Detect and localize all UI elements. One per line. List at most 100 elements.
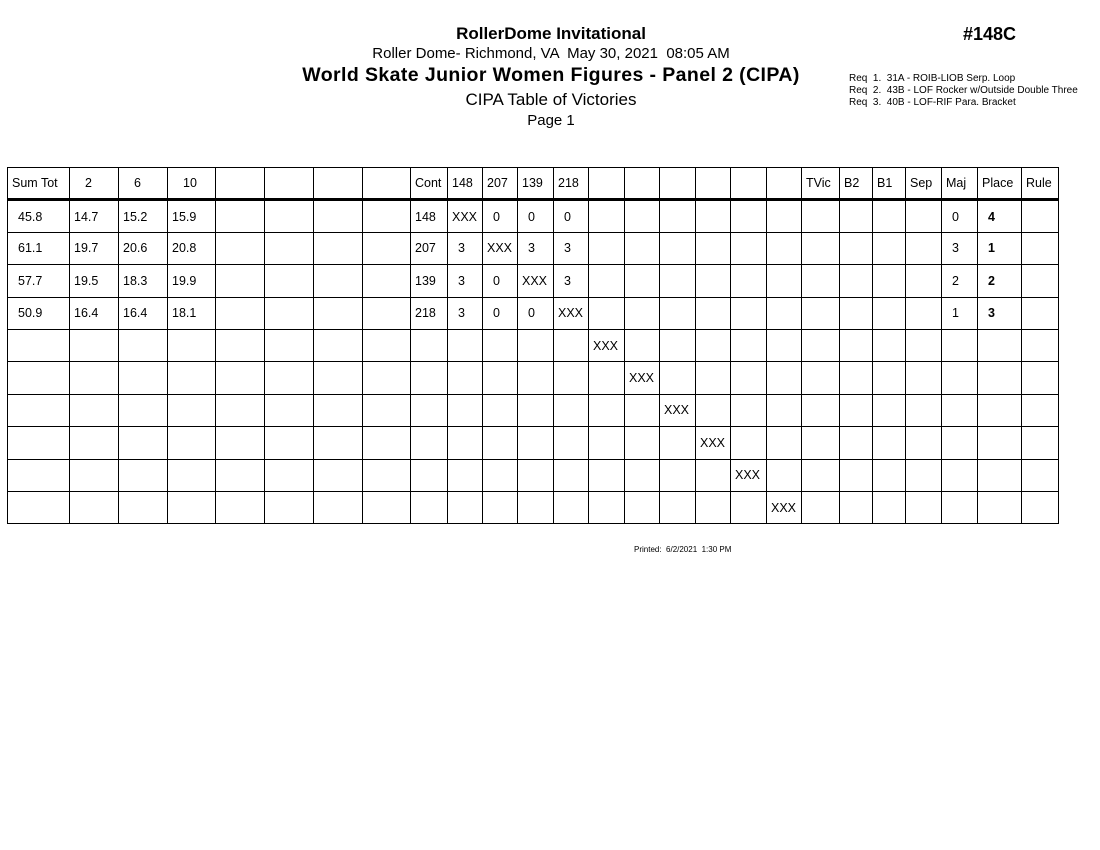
table-cell: 0 bbox=[482, 296, 518, 330]
table-cell bbox=[313, 393, 363, 428]
table-cell bbox=[313, 426, 363, 460]
table-cell bbox=[695, 393, 731, 428]
table-cell bbox=[482, 328, 518, 363]
column-header: 6 bbox=[118, 166, 168, 202]
table-cell: 3 bbox=[553, 264, 589, 298]
table-cell bbox=[839, 328, 873, 363]
table-cell bbox=[215, 361, 265, 395]
table-cell: XXX bbox=[766, 490, 802, 525]
column-header bbox=[624, 166, 660, 202]
table-cell bbox=[766, 231, 802, 266]
place-cell bbox=[977, 328, 1022, 363]
table-cell bbox=[362, 231, 411, 266]
table-cell bbox=[410, 458, 448, 492]
table-cell bbox=[410, 361, 448, 395]
table-cell bbox=[1021, 264, 1059, 298]
table-cell bbox=[872, 264, 906, 298]
table-cell: 15.2 bbox=[118, 199, 168, 233]
table-cell: 207 bbox=[410, 231, 448, 266]
table-cell bbox=[447, 490, 483, 525]
table-cell bbox=[766, 458, 802, 492]
table-cell bbox=[482, 426, 518, 460]
column-header: B1 bbox=[872, 166, 906, 202]
table-cell bbox=[215, 490, 265, 525]
table-cell bbox=[1021, 231, 1059, 266]
table-cell bbox=[69, 458, 119, 492]
table-cell bbox=[264, 361, 314, 395]
table-cell bbox=[905, 296, 942, 330]
table-cell bbox=[313, 199, 363, 233]
table-cell bbox=[215, 328, 265, 363]
column-header: 218 bbox=[553, 166, 589, 202]
table-cell: 20.8 bbox=[167, 231, 216, 266]
table-cell: 218 bbox=[410, 296, 448, 330]
place-cell bbox=[977, 393, 1022, 428]
column-header: TVic bbox=[801, 166, 840, 202]
column-header: 10 bbox=[167, 166, 216, 202]
competition-title: World Skate Junior Women Figures - Panel… bbox=[302, 64, 800, 86]
table-cell: 18.1 bbox=[167, 296, 216, 330]
table-cell bbox=[905, 458, 942, 492]
page-number: Page 1 bbox=[527, 112, 575, 129]
table-cell bbox=[118, 458, 168, 492]
table-cell bbox=[69, 490, 119, 525]
table-cell bbox=[695, 231, 731, 266]
table-cell bbox=[118, 426, 168, 460]
table-cell bbox=[264, 328, 314, 363]
table-cell bbox=[905, 231, 942, 266]
table-cell bbox=[839, 393, 873, 428]
place-cell: 3 bbox=[977, 296, 1022, 330]
table-cell bbox=[7, 393, 70, 428]
table-cell bbox=[482, 490, 518, 525]
table-cell bbox=[872, 199, 906, 233]
table-cell bbox=[167, 426, 216, 460]
table-cell bbox=[517, 328, 554, 363]
table-cell: 61.1 bbox=[7, 231, 70, 266]
table-cell bbox=[766, 296, 802, 330]
table-cell bbox=[872, 393, 906, 428]
table-cell bbox=[553, 328, 589, 363]
column-header bbox=[264, 166, 314, 202]
table-cell bbox=[1021, 490, 1059, 525]
table-cell: 15.9 bbox=[167, 199, 216, 233]
table-cell bbox=[839, 490, 873, 525]
table-cell bbox=[659, 458, 696, 492]
table-cell bbox=[801, 490, 840, 525]
table-cell bbox=[659, 231, 696, 266]
table-cell bbox=[410, 328, 448, 363]
table-cell bbox=[517, 361, 554, 395]
table-cell: 3 bbox=[447, 264, 483, 298]
table-cell bbox=[801, 393, 840, 428]
table-cell bbox=[588, 296, 625, 330]
table-cell: 0 bbox=[482, 264, 518, 298]
table-cell bbox=[730, 328, 767, 363]
table-cell: XXX bbox=[482, 231, 518, 266]
column-header bbox=[659, 166, 696, 202]
table-cell bbox=[839, 231, 873, 266]
table-cell bbox=[553, 361, 589, 395]
table-cell bbox=[730, 393, 767, 428]
table-cell bbox=[839, 361, 873, 395]
printed-timestamp: Printed: 6/2/2021 1:30 PM bbox=[634, 545, 732, 554]
table-cell: 2 bbox=[941, 264, 978, 298]
table-cell bbox=[588, 458, 625, 492]
table-cell bbox=[313, 231, 363, 266]
table-cell bbox=[215, 199, 265, 233]
table-cell: 3 bbox=[447, 231, 483, 266]
table-cell: 19.9 bbox=[167, 264, 216, 298]
table-cell bbox=[313, 264, 363, 298]
table-cell bbox=[659, 490, 696, 525]
table-cell bbox=[482, 458, 518, 492]
report-title: CIPA Table of Victories bbox=[465, 90, 637, 109]
column-header: Sum Tot bbox=[7, 166, 70, 202]
place-cell bbox=[977, 490, 1022, 525]
table-cell bbox=[588, 264, 625, 298]
table-cell bbox=[941, 426, 978, 460]
table-cell: 3 bbox=[517, 231, 554, 266]
table-cell bbox=[872, 328, 906, 363]
table-cell bbox=[695, 199, 731, 233]
table-row: XXX bbox=[7, 328, 1059, 363]
table-cell bbox=[1021, 199, 1059, 233]
table-cell bbox=[659, 264, 696, 298]
table-cell bbox=[215, 458, 265, 492]
